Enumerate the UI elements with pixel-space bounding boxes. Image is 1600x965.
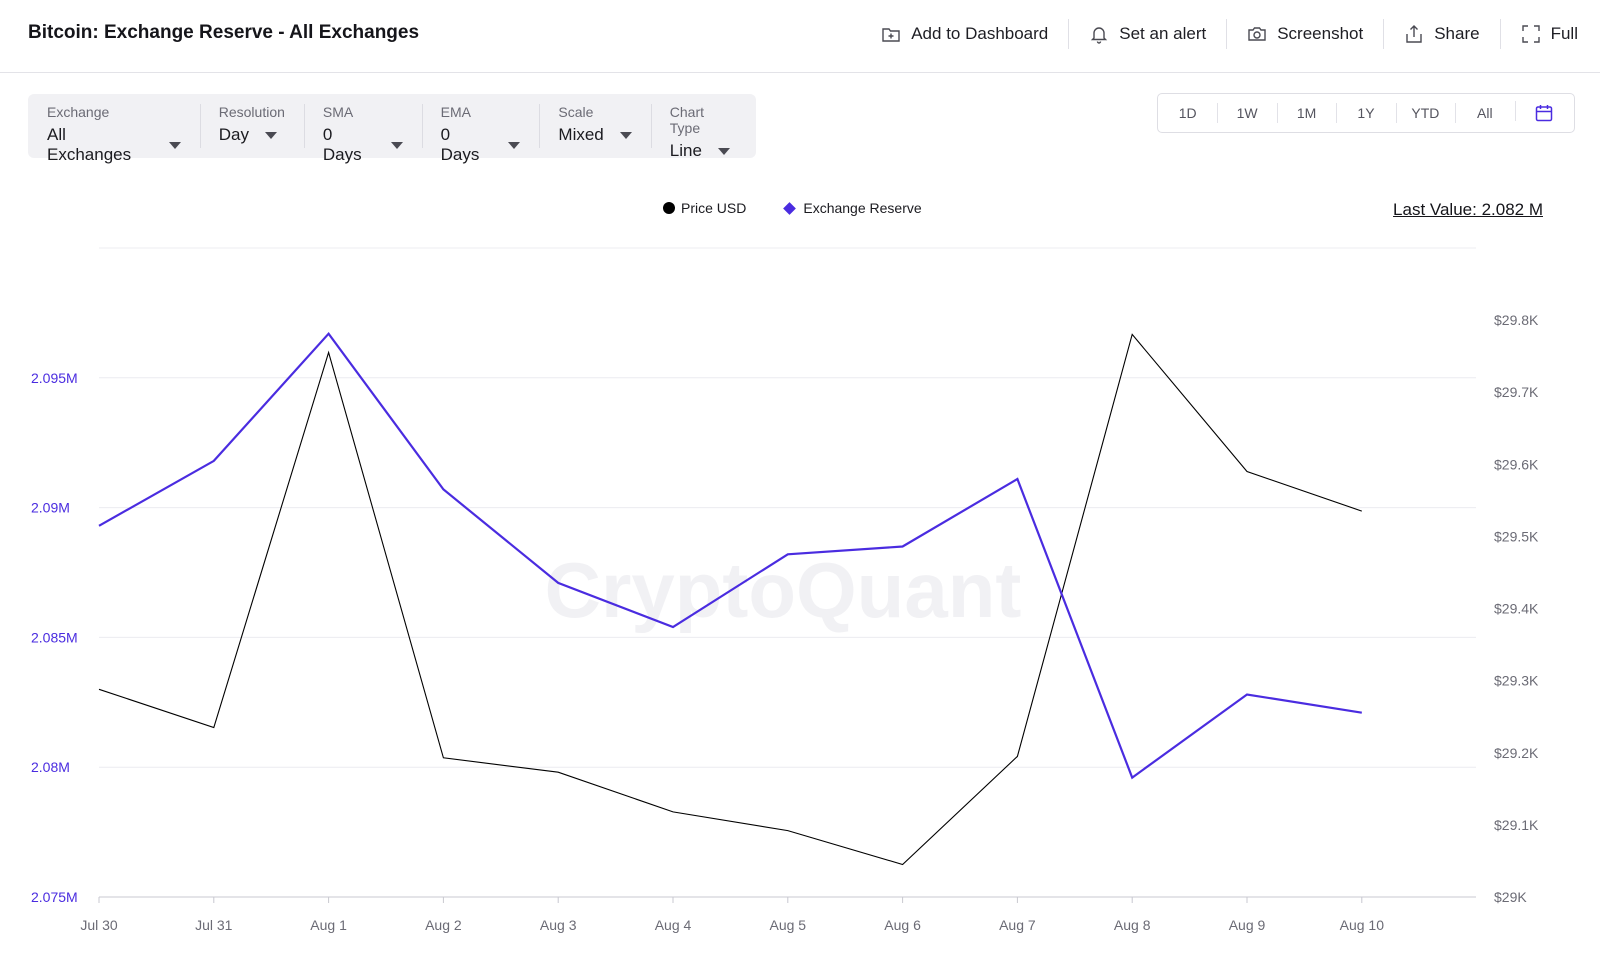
y-left-tick-label: 2.085M xyxy=(31,629,78,645)
legend-label-price: Price USD xyxy=(681,200,747,216)
exchange-reserve-line xyxy=(98,331,1362,780)
x-tick-label: Aug 4 xyxy=(655,917,692,933)
resolution-value: Day xyxy=(218,125,249,144)
legend-item-reserve[interactable]: Exchange Reserve xyxy=(783,200,922,216)
screenshot-label: Screenshot xyxy=(1277,24,1364,43)
y-right-tick-label: $29.5K xyxy=(1494,528,1539,544)
action-divider xyxy=(1383,19,1385,49)
scale-label: Scale xyxy=(558,104,594,120)
camera-icon xyxy=(1248,27,1266,41)
range-1d-button[interactable]: 1D xyxy=(1178,105,1197,121)
watermark-logo: CryptoQuant xyxy=(545,546,1022,634)
y-right-tick-label: $29K xyxy=(1494,889,1527,905)
ema-label: EMA xyxy=(440,104,471,120)
y-right-tick-label: $29.1K xyxy=(1494,817,1539,833)
page-title: Bitcoin: Exchange Reserve - All Exchange… xyxy=(28,22,420,43)
share-icon xyxy=(1406,25,1422,43)
y-right-tick-label: $29.2K xyxy=(1494,745,1539,761)
y-right-tick-label: $29.8K xyxy=(1494,312,1539,328)
range-all-button[interactable]: All xyxy=(1455,103,1514,123)
y-left-tick-label: 2.08M xyxy=(31,759,70,775)
y-left-tick-label: 2.095M xyxy=(31,370,78,386)
y-right-tick-label: $29.3K xyxy=(1494,673,1539,689)
x-tick-label: Jul 30 xyxy=(80,917,118,933)
y-left-tick-label: 2.075M xyxy=(31,889,78,905)
circle-icon xyxy=(663,202,675,214)
action-divider xyxy=(1226,19,1228,49)
x-tick-label: Aug 6 xyxy=(884,917,921,933)
chart-header: Bitcoin: Exchange Reserve - All Exchange… xyxy=(0,0,1600,73)
x-tick-label: Aug 8 xyxy=(1114,917,1151,933)
caret-down-icon xyxy=(390,141,403,149)
y-left-tick-label: 2.09M xyxy=(31,500,70,516)
y-right-tick-label: $29.4K xyxy=(1494,601,1539,617)
filter-bar: Exchange All Exchanges Resolution Day SM… xyxy=(28,94,756,164)
x-tick-label: Aug 9 xyxy=(1229,917,1266,933)
share-label: Share xyxy=(1434,24,1480,43)
caret-down-icon xyxy=(168,141,181,149)
legend-label-reserve: Exchange Reserve xyxy=(803,200,922,216)
fullscreen-icon xyxy=(1521,25,1540,43)
chart-type-select[interactable]: Chart Type Line xyxy=(650,94,756,160)
last-value-link[interactable]: Last Value: 2.082 M xyxy=(1393,200,1543,219)
x-tick-label: Aug 10 xyxy=(1340,917,1385,933)
sma-label: SMA xyxy=(322,104,354,120)
sma-select[interactable]: SMA 0 Days xyxy=(303,94,422,164)
add-to-dashboard-button[interactable]: Add to Dashboard xyxy=(861,24,1068,44)
share-button[interactable]: Share xyxy=(1384,24,1499,44)
calendar-icon xyxy=(1535,105,1553,122)
chart-type-label: Chart Type xyxy=(669,104,704,136)
sma-value: 0 Days xyxy=(322,125,362,164)
x-tick-label: Aug 7 xyxy=(999,917,1036,933)
set-alert-button[interactable]: Set an alert xyxy=(1069,24,1226,44)
x-tick-label: Aug 2 xyxy=(425,917,462,933)
range-ytd-button[interactable]: YTD xyxy=(1395,103,1455,123)
ema-select[interactable]: EMA 0 Days xyxy=(421,94,540,164)
chart-legend: Price USD Exchange Reserve xyxy=(663,200,959,216)
range-1w-button[interactable]: 1W xyxy=(1217,103,1276,123)
y-right-tick-label: $29.6K xyxy=(1494,456,1539,472)
fullscreen-button[interactable]: Full xyxy=(1501,24,1578,44)
screenshot-button[interactable]: Screenshot xyxy=(1227,24,1383,44)
x-tick-label: Aug 1 xyxy=(310,917,347,933)
caret-down-icon xyxy=(619,131,632,139)
exchange-value: All Exchanges xyxy=(47,125,132,164)
add-to-dashboard-label: Add to Dashboard xyxy=(911,24,1049,43)
caret-down-icon xyxy=(508,141,521,149)
header-actions: Add to Dashboard Set an alert Screenshot… xyxy=(861,18,1578,50)
add-to-dashboard-icon xyxy=(882,28,900,42)
x-tick-label: Aug 5 xyxy=(770,917,807,933)
action-divider xyxy=(1068,19,1070,49)
set-alert-label: Set an alert xyxy=(1119,24,1207,43)
x-tick-label: Aug 3 xyxy=(540,917,577,933)
exchange-select[interactable]: Exchange All Exchanges xyxy=(28,94,200,164)
ema-value: 0 Days xyxy=(440,125,480,164)
bell-icon xyxy=(1091,27,1108,44)
resolution-label: Resolution xyxy=(218,104,285,120)
action-divider xyxy=(1499,19,1501,49)
fullscreen-label: Full xyxy=(1550,24,1578,43)
exchange-label: Exchange xyxy=(47,104,110,120)
x-tick-label: Jul 31 xyxy=(195,917,233,933)
range-1m-button[interactable]: 1M xyxy=(1276,103,1336,123)
price-usd-line xyxy=(98,333,1362,866)
time-range-selector: 1D 1W 1M 1Y YTD All xyxy=(1157,93,1575,133)
scale-value: Mixed xyxy=(558,125,604,144)
calendar-button[interactable] xyxy=(1514,101,1574,123)
legend-item-price[interactable]: Price USD xyxy=(663,200,746,216)
caret-down-icon xyxy=(264,131,277,139)
caret-down-icon xyxy=(717,147,730,155)
resolution-select[interactable]: Resolution Day xyxy=(199,94,304,158)
range-1y-button[interactable]: 1Y xyxy=(1336,103,1395,123)
y-right-tick-label: $29.7K xyxy=(1494,384,1539,400)
scale-select[interactable]: Scale Mixed xyxy=(539,94,650,158)
chart-type-value: Line xyxy=(669,141,702,160)
